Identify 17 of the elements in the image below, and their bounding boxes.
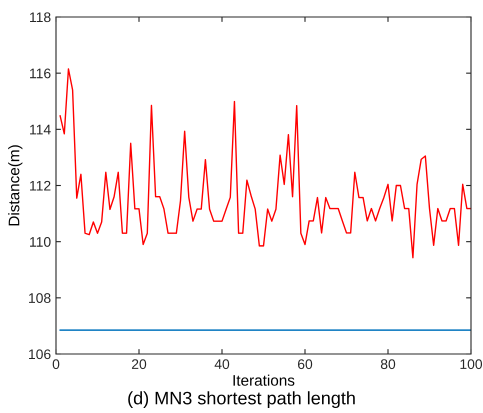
text: (d) MN3 shortest path length: [128, 391, 355, 408]
x-tick-label: 60: [298, 359, 312, 370]
y-tick-label: 114: [30, 124, 51, 134]
x-tick-label: 40: [214, 359, 230, 370]
line-series: [59, 68, 471, 258]
x-tick-label: 0: [52, 359, 60, 370]
x-tick-label: 20: [132, 359, 146, 370]
x-tick-label: 100: [460, 359, 482, 370]
y-tick-label: 116: [30, 68, 51, 78]
y-tick-label: 106: [29, 349, 51, 360]
x-tick-label: 80: [380, 359, 396, 370]
y-axis-title: Distance(m): [8, 145, 22, 226]
y-tick-label: 112: [30, 180, 50, 191]
x-axis-title: Iterations: [233, 374, 294, 386]
y-tick-label: 108: [29, 293, 51, 304]
y-tick-label: 110: [30, 237, 51, 247]
y-tick-label: 118: [30, 12, 51, 22]
